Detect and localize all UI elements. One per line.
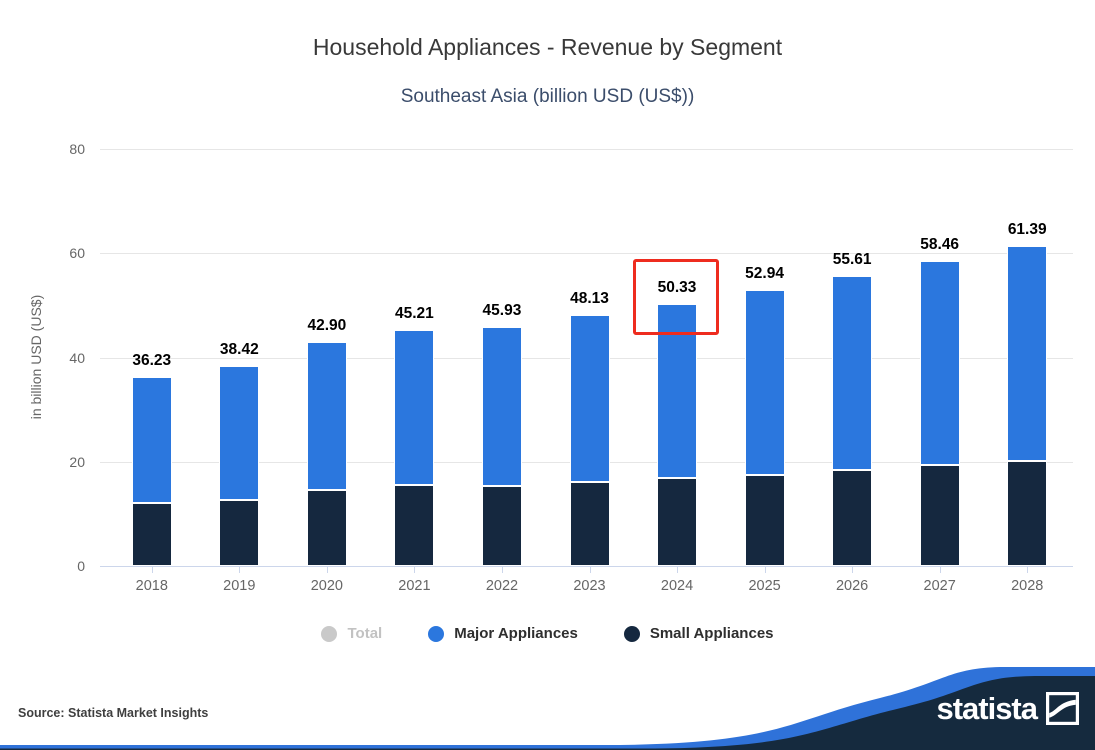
bar-2019-major-appliances[interactable] [219,365,260,500]
data-label-2024: 50.33 [657,278,697,296]
legend-item-small-appliances[interactable]: Small Appliances [623,625,774,642]
legend-item-major-appliances[interactable]: Major Appliances [428,625,578,642]
data-label-2020: 42.90 [307,317,347,335]
x-tick-2026 [852,567,854,573]
x-tick-2021 [414,567,416,573]
x-tick-2022 [501,567,503,573]
x-tick-2019 [239,567,241,573]
highlight-red-box [633,258,720,335]
x-axis-label-2023[interactable]: 2023 [573,578,606,594]
legend-marker-circle [321,625,338,642]
legend-marker-circle [428,625,445,642]
gridline-0 [100,566,1073,567]
bar-2024-small-appliances[interactable] [657,477,698,566]
x-axis-label-2024[interactable]: 2024 [660,578,694,594]
bar-2028-small-appliances[interactable] [1007,461,1048,566]
data-label-2022: 45.93 [482,301,522,319]
data-label-2027: 58.46 [920,236,960,254]
bar-2018-major-appliances[interactable] [131,377,172,504]
x-axis-label-2018[interactable]: 2018 [135,578,168,594]
chart-subtitle: Southeast Asia (billion USD (US$)) [400,86,695,107]
legend: Total Major Appliances Small Appliances [0,625,1095,642]
bar-2020-small-appliances[interactable] [306,489,347,566]
x-tick-2020 [326,567,328,573]
x-axis-label-2027[interactable]: 2027 [923,578,956,594]
y-tick-label-80: 80 [69,141,85,157]
statista-logo-text: statista [936,691,1038,726]
bar-2020-major-appliances[interactable] [306,342,347,490]
data-label-2021: 45.21 [395,305,434,323]
x-axis-label-2019[interactable]: 2019 [223,578,256,594]
bar-2021-major-appliances[interactable] [394,330,435,486]
y-tick-label-0: 0 [77,558,85,574]
gridline-60 [100,253,1073,255]
bar-2018-small-appliances[interactable] [131,503,172,566]
legend-label: Major Appliances [454,625,578,642]
footer-wave-graphic [0,667,1095,750]
x-tick-2018 [151,567,153,573]
legend-marker-circle [623,625,640,642]
x-tick-2025 [764,567,766,573]
legend-label: Total [347,625,383,642]
x-axis-label-2026[interactable]: 2026 [835,578,869,594]
legend-label: Small Appliances [649,625,774,642]
x-axis-label-2021[interactable]: 2021 [398,578,431,594]
x-tick-2023 [589,567,591,573]
bar-2023-small-appliances[interactable] [569,482,610,566]
x-axis-label-2028[interactable]: 2028 [1011,578,1044,594]
y-tick-label-60: 60 [69,245,85,262]
gridline-80 [100,149,1073,150]
bar-2026-small-appliances[interactable] [832,470,873,566]
y-tick-label-20: 20 [69,453,85,470]
data-label-2025: 52.94 [745,265,784,283]
bar-2027-small-appliances[interactable] [919,465,960,566]
legend-item-total[interactable]: Total [321,625,382,642]
data-label-2019: 38.42 [219,340,259,358]
x-tick-2028 [1027,567,1029,573]
bar-2027-major-appliances[interactable] [919,261,960,466]
bar-2028-major-appliances[interactable] [1007,246,1048,462]
x-tick-2024 [677,567,679,573]
data-label-2028: 61.39 [1007,221,1047,238]
data-label-2018: 36.23 [132,352,172,370]
data-label-2023: 48.13 [570,290,609,308]
bar-2022-major-appliances[interactable] [481,326,522,487]
source-text: Source: Statista Market Insights [18,706,209,720]
bar-2021-small-appliances[interactable] [394,485,435,566]
x-axis-label-2022[interactable]: 2022 [485,578,519,594]
x-axis-label-2025[interactable]: 2025 [748,578,781,594]
bar-2019-small-appliances[interactable] [219,499,260,566]
chart-title: Household Appliances - Revenue by Segmen… [312,34,783,60]
x-axis-label-2020[interactable]: 2020 [310,578,343,594]
statista-logo-icon [1046,692,1079,725]
bar-2025-small-appliances[interactable] [744,474,785,566]
data-label-2026: 55.61 [832,251,872,269]
y-tick-label-40: 40 [69,349,85,366]
bar-2022-small-appliances[interactable] [481,486,522,566]
bar-2026-major-appliances[interactable] [832,276,873,471]
bar-2023-major-appliances[interactable] [569,315,610,483]
bar-2025-major-appliances[interactable] [744,290,785,475]
statista-logo: statista [936,692,1079,725]
x-tick-2027 [939,567,941,573]
